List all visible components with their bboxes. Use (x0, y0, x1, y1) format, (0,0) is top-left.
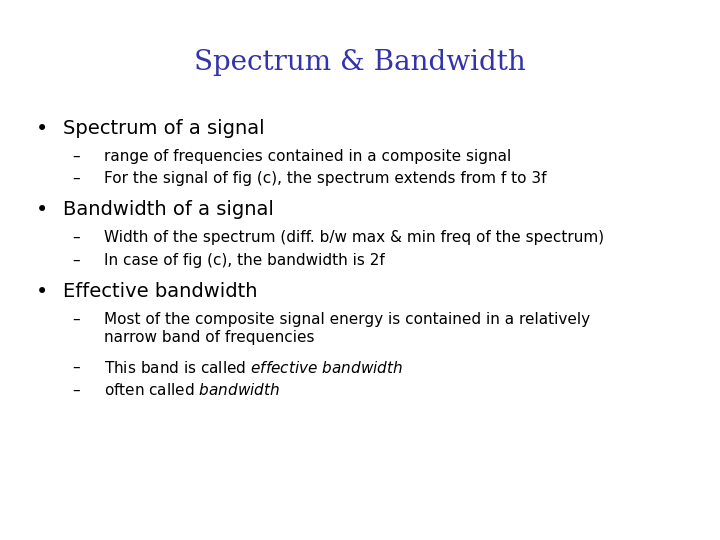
Text: –: – (72, 253, 80, 268)
Text: Bandwidth of a signal: Bandwidth of a signal (63, 200, 274, 219)
Text: –: – (72, 230, 80, 245)
Text: –: – (72, 312, 80, 327)
Text: –: – (72, 360, 80, 375)
Text: Most of the composite signal energy is contained in a relatively
narrow band of : Most of the composite signal energy is c… (104, 312, 590, 345)
Text: For the signal of fig (c), the spectrum extends from f to 3f: For the signal of fig (c), the spectrum … (104, 171, 547, 186)
Text: •: • (36, 119, 48, 139)
Text: Width of the spectrum (diff. b/w max & min freq of the spectrum): Width of the spectrum (diff. b/w max & m… (104, 230, 605, 245)
Text: Spectrum of a signal: Spectrum of a signal (63, 119, 265, 138)
Text: –: – (72, 171, 80, 186)
Text: This band is called $\it{effective\ bandwidth}$: This band is called $\it{effective\ band… (104, 360, 404, 376)
Text: Spectrum & Bandwidth: Spectrum & Bandwidth (194, 49, 526, 76)
Text: range of frequencies contained in a composite signal: range of frequencies contained in a comp… (104, 148, 512, 164)
Text: –: – (72, 382, 80, 397)
Text: often called $\it{bandwidth}$: often called $\it{bandwidth}$ (104, 382, 281, 399)
Text: •: • (36, 200, 48, 220)
Text: In case of fig (c), the bandwidth is 2f: In case of fig (c), the bandwidth is 2f (104, 253, 385, 268)
Text: Effective bandwidth: Effective bandwidth (63, 282, 258, 301)
Text: •: • (36, 282, 48, 302)
Text: –: – (72, 148, 80, 164)
